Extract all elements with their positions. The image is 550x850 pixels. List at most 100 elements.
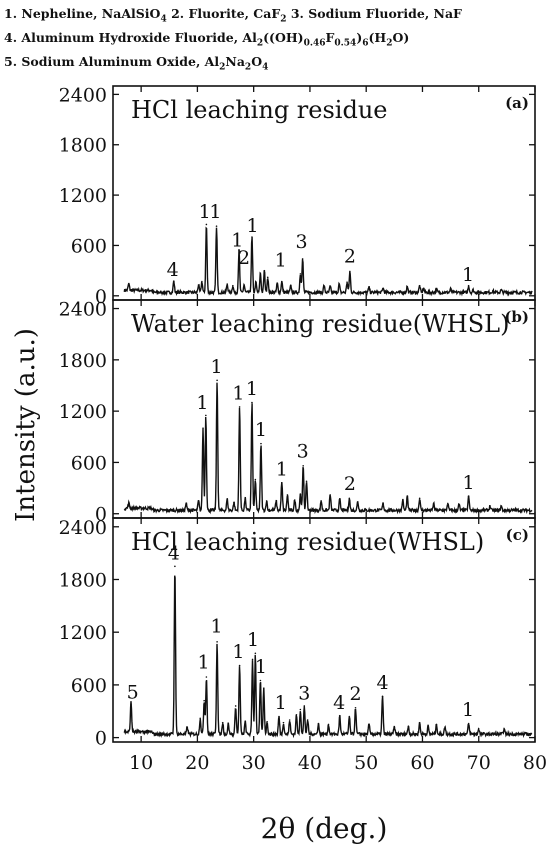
peak-point [299,493,302,495]
panel-frame [112,517,536,743]
peak-point [418,497,421,500]
y-tick-label: 0 [95,504,107,526]
peak-point [260,442,262,445]
peak-point [265,500,268,502]
peak-point [251,658,254,661]
peak-point [275,500,277,502]
panel-a: 0 600 1200 1800 2400 HCl leaching residue (a) 4… [59,84,536,308]
x-tick-label: 10 [129,752,153,774]
peak-point [202,427,204,430]
peak-point [348,715,351,718]
peak-point [259,679,262,682]
peak-annotation: 4 [333,692,345,714]
peak-point [127,504,130,506]
peak-point [418,721,421,724]
peak-point [302,465,304,467]
peak-annotation: 1 [196,392,208,414]
peak-annotation: 1 [232,641,244,663]
peak-point [278,715,280,718]
peak-point [295,713,298,716]
peak-point [266,276,269,279]
y-tick-label: 0 [95,728,107,750]
peak-point [401,499,404,501]
peak-point [393,726,396,728]
x-tick-label: 40 [298,752,322,774]
x-axis-label: 2θ (deg.) [261,812,388,845]
peak-point [320,500,322,502]
peak-point [407,725,410,727]
legend-text: (H [368,30,387,45]
y-tick-label: 1200 [59,622,107,644]
peak-point [197,500,200,502]
peak-point [244,720,247,723]
panel-b: 0 600 1200 1800 2400 Water leaching residue(W… [59,299,536,526]
legend-text: O) [392,30,410,45]
peak-point [216,379,218,382]
y-tick-label: 2400 [59,84,107,106]
peak-annotation: 1 [209,201,221,223]
peak-annotation: 2 [344,473,356,495]
peak-point [346,281,348,284]
peak-point [323,284,325,287]
legend-text: 5. Sodium Aluminum Oxide, Al [4,54,220,69]
peak-point [492,289,494,292]
peak-point [227,722,230,725]
x-tick-label: 60 [410,752,434,774]
peak-point [233,501,235,504]
peak-point [406,285,409,288]
peak-point [215,225,218,227]
peak-point [293,499,296,501]
y-tick-label: 600 [71,452,107,474]
peak-point [503,728,505,730]
peak-point [338,714,341,717]
peak-point [435,723,438,726]
peak-annotation: 2 [349,683,361,705]
peak-point [418,284,421,287]
legend-subscript: 2 [219,62,226,73]
peak-point [254,652,257,655]
x-tick-label: 70 [467,752,491,774]
xrd-pattern-line [123,226,533,297]
legend-subscript: 0.54 [334,38,357,49]
peak-point [467,495,470,498]
peak-point [299,708,302,711]
peak-point [172,280,175,282]
peak-point [368,723,370,726]
legend-text: ((OH) [263,30,304,45]
peak-point [500,289,503,291]
peak-point [368,286,370,289]
legend-subscript: 4 [262,62,269,73]
peak-point [203,699,205,702]
peak-point [406,495,409,498]
peak-point [251,236,253,238]
peak-annotation: 1 [199,201,211,223]
peak-annotation: 1 [246,378,258,400]
peak-annotation: 1 [275,250,287,272]
peak-point [205,414,207,417]
peak-point [251,401,253,404]
legend-line-2: 4. Aluminum Hydroxide Fluoride, Al2((OH)… [4,26,550,50]
legend-subscript: 2 [280,14,287,25]
peak-point [255,281,257,284]
peak-point [382,502,384,505]
peak-annotation: 1 [198,652,210,674]
peak-point [238,249,240,252]
peak-point [276,282,279,285]
peak-annotation: 1 [463,472,475,494]
legend-subscript: 2 [244,62,252,73]
peak-point [197,284,200,286]
y-tick-label: 600 [71,675,107,697]
peak-point [263,269,266,272]
peak-point [489,505,491,507]
peak-annotation: 1 [232,382,244,404]
peak-point [305,480,308,483]
peak-point [266,720,268,723]
peak-point [201,280,203,283]
peak-point [254,478,257,481]
panel-label: (c) [506,526,529,544]
panel-title: HCl leaching residue [131,96,388,124]
peak-point [226,283,229,285]
peak-point [329,285,331,288]
peak-point [130,703,132,706]
